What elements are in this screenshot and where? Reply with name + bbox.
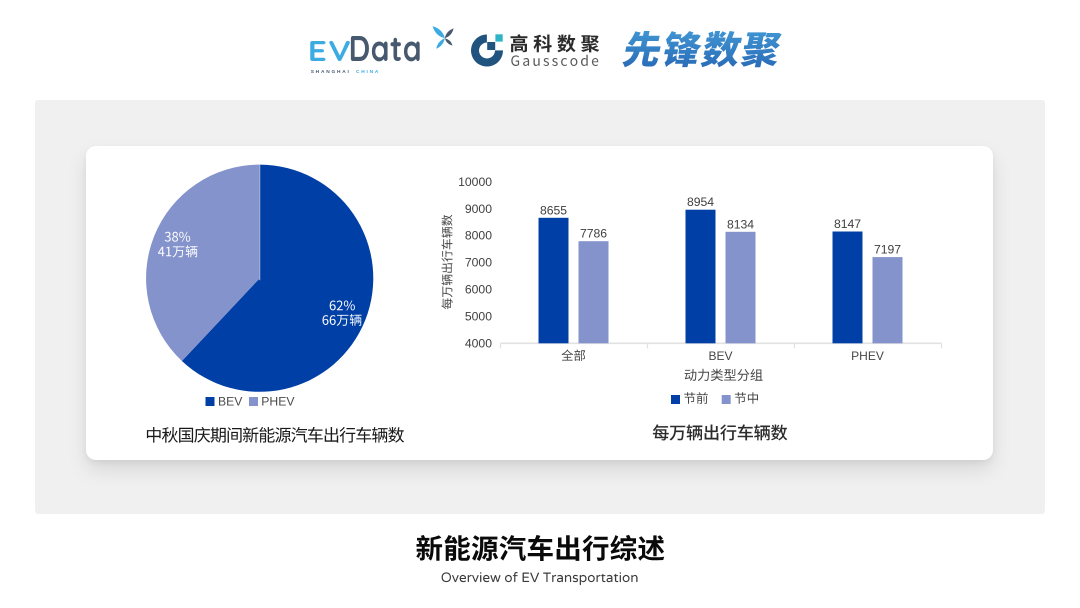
svg-text:9000: 9000: [465, 202, 492, 216]
svg-text:7197: 7197: [874, 243, 901, 257]
svg-text:PHEV: PHEV: [261, 394, 295, 408]
svg-text:7786: 7786: [580, 227, 607, 241]
svg-text:4000: 4000: [465, 337, 492, 351]
svg-text:CHINA: CHINA: [356, 69, 380, 75]
svg-text:BEV: BEV: [708, 349, 732, 363]
svg-text:PHEV: PHEV: [851, 349, 884, 363]
svg-text:5000: 5000: [465, 310, 492, 324]
svg-text:8954: 8954: [687, 195, 714, 209]
svg-text:10000: 10000: [458, 175, 492, 189]
svg-text:6000: 6000: [465, 283, 492, 297]
svg-text:8655: 8655: [540, 203, 567, 217]
svg-text:8147: 8147: [834, 217, 861, 231]
svg-text:8000: 8000: [465, 229, 492, 243]
svg-text:7000: 7000: [465, 256, 492, 270]
svg-text:SHANGHAI: SHANGHAI: [311, 69, 351, 75]
svg-text:BEV: BEV: [218, 394, 243, 408]
svg-text:8134: 8134: [727, 217, 754, 231]
